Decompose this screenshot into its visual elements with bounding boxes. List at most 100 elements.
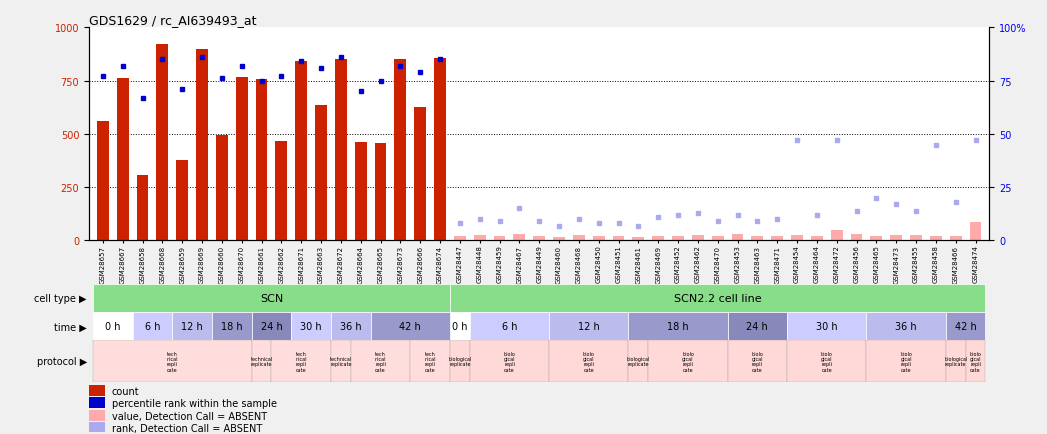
Bar xyxy=(275,142,287,241)
Text: technical
replicate: technical replicate xyxy=(250,356,272,366)
Bar xyxy=(513,234,526,241)
Text: biolo
gical
repli
cate: biolo gical repli cate xyxy=(583,351,595,372)
Text: value, Detection Call = ABSENT: value, Detection Call = ABSENT xyxy=(112,411,267,421)
Bar xyxy=(89,385,105,396)
Bar xyxy=(395,60,406,241)
Text: biological
replicate: biological replicate xyxy=(944,356,967,366)
Bar xyxy=(450,341,470,382)
Bar xyxy=(331,312,371,341)
Bar xyxy=(830,230,843,241)
Bar xyxy=(89,422,105,433)
Bar xyxy=(728,341,787,382)
Text: biolo
gical
repli
cate: biolo gical repli cate xyxy=(821,351,832,372)
Bar xyxy=(470,312,549,341)
Bar xyxy=(251,312,291,341)
Bar xyxy=(216,135,228,241)
Text: 12 h: 12 h xyxy=(578,322,600,332)
Text: tech
nical
repli
cate: tech nical repli cate xyxy=(166,351,178,372)
Text: biological
replicate: biological replicate xyxy=(448,356,471,366)
Bar xyxy=(632,238,644,241)
Bar xyxy=(255,80,267,241)
Bar xyxy=(351,341,410,382)
Text: GDS1629 / rc_AI639493_at: GDS1629 / rc_AI639493_at xyxy=(89,14,257,27)
Bar xyxy=(612,237,624,241)
Bar xyxy=(692,236,704,241)
Bar xyxy=(811,237,823,241)
Bar xyxy=(173,312,211,341)
Text: biolo
gical
repli
cate: biolo gical repli cate xyxy=(504,351,515,372)
Bar xyxy=(410,341,450,382)
Text: 24 h: 24 h xyxy=(261,322,283,332)
Text: 0 h: 0 h xyxy=(105,322,120,332)
Text: 36 h: 36 h xyxy=(895,322,917,332)
Bar xyxy=(473,236,486,241)
Bar xyxy=(89,410,105,421)
Text: biolo
gical
repli
cate: biolo gical repli cate xyxy=(900,351,912,372)
Bar xyxy=(435,59,446,241)
Bar xyxy=(965,341,985,382)
Text: 42 h: 42 h xyxy=(399,322,421,332)
Bar xyxy=(117,79,129,241)
Bar xyxy=(454,237,466,241)
Bar xyxy=(910,236,922,241)
Bar xyxy=(772,237,783,241)
Bar xyxy=(945,312,985,341)
Bar xyxy=(371,312,450,341)
Text: tech
nical
repli
cate: tech nical repli cate xyxy=(375,351,386,372)
Bar xyxy=(850,234,863,241)
Text: 18 h: 18 h xyxy=(221,322,243,332)
Text: percentile rank within the sample: percentile rank within the sample xyxy=(112,398,276,408)
Bar xyxy=(97,122,109,241)
Bar xyxy=(870,237,883,241)
Text: 30 h: 30 h xyxy=(816,322,838,332)
Bar xyxy=(533,237,545,241)
Bar xyxy=(867,312,945,341)
Text: SCN: SCN xyxy=(260,293,283,303)
Text: 18 h: 18 h xyxy=(667,322,689,332)
Text: 24 h: 24 h xyxy=(747,322,768,332)
Bar xyxy=(156,45,169,241)
Text: protocol ▶: protocol ▶ xyxy=(37,356,87,366)
Text: count: count xyxy=(112,386,139,396)
Bar xyxy=(136,176,149,241)
Bar xyxy=(355,143,366,241)
Bar xyxy=(553,238,565,241)
Text: time ▶: time ▶ xyxy=(54,322,87,332)
Bar xyxy=(950,237,961,241)
Text: tech
nical
repli
cate: tech nical repli cate xyxy=(295,351,307,372)
Text: 30 h: 30 h xyxy=(300,322,321,332)
Bar xyxy=(930,237,942,241)
Bar xyxy=(728,312,787,341)
Bar xyxy=(335,60,347,241)
Text: rank, Detection Call = ABSENT: rank, Detection Call = ABSENT xyxy=(112,423,262,433)
Bar xyxy=(712,237,723,241)
Bar xyxy=(652,237,664,241)
Text: 36 h: 36 h xyxy=(340,322,361,332)
Bar xyxy=(375,144,386,241)
Text: cell type ▶: cell type ▶ xyxy=(35,293,87,303)
Bar xyxy=(133,312,173,341)
Text: 6 h: 6 h xyxy=(144,322,160,332)
Text: SCN2.2 cell line: SCN2.2 cell line xyxy=(674,293,761,303)
Bar xyxy=(628,341,648,382)
Text: biological
replicate: biological replicate xyxy=(627,356,650,366)
Bar xyxy=(628,312,728,341)
Bar xyxy=(450,312,470,341)
Text: biolo
gical
repli
cate: biolo gical repli cate xyxy=(752,351,763,372)
Bar xyxy=(415,108,426,241)
Bar xyxy=(93,341,251,382)
Bar xyxy=(196,49,208,241)
Bar xyxy=(648,341,728,382)
Text: tech
nical
repli
cate: tech nical repli cate xyxy=(424,351,436,372)
Bar xyxy=(493,237,506,241)
Bar xyxy=(732,234,743,241)
Bar xyxy=(176,161,188,241)
Text: 6 h: 6 h xyxy=(502,322,517,332)
Bar xyxy=(89,398,105,408)
Bar xyxy=(752,237,763,241)
Bar xyxy=(331,341,351,382)
Bar xyxy=(251,341,271,382)
Text: biolo
gical
repli
cate: biolo gical repli cate xyxy=(682,351,694,372)
Bar xyxy=(890,236,903,241)
Bar xyxy=(211,312,251,341)
